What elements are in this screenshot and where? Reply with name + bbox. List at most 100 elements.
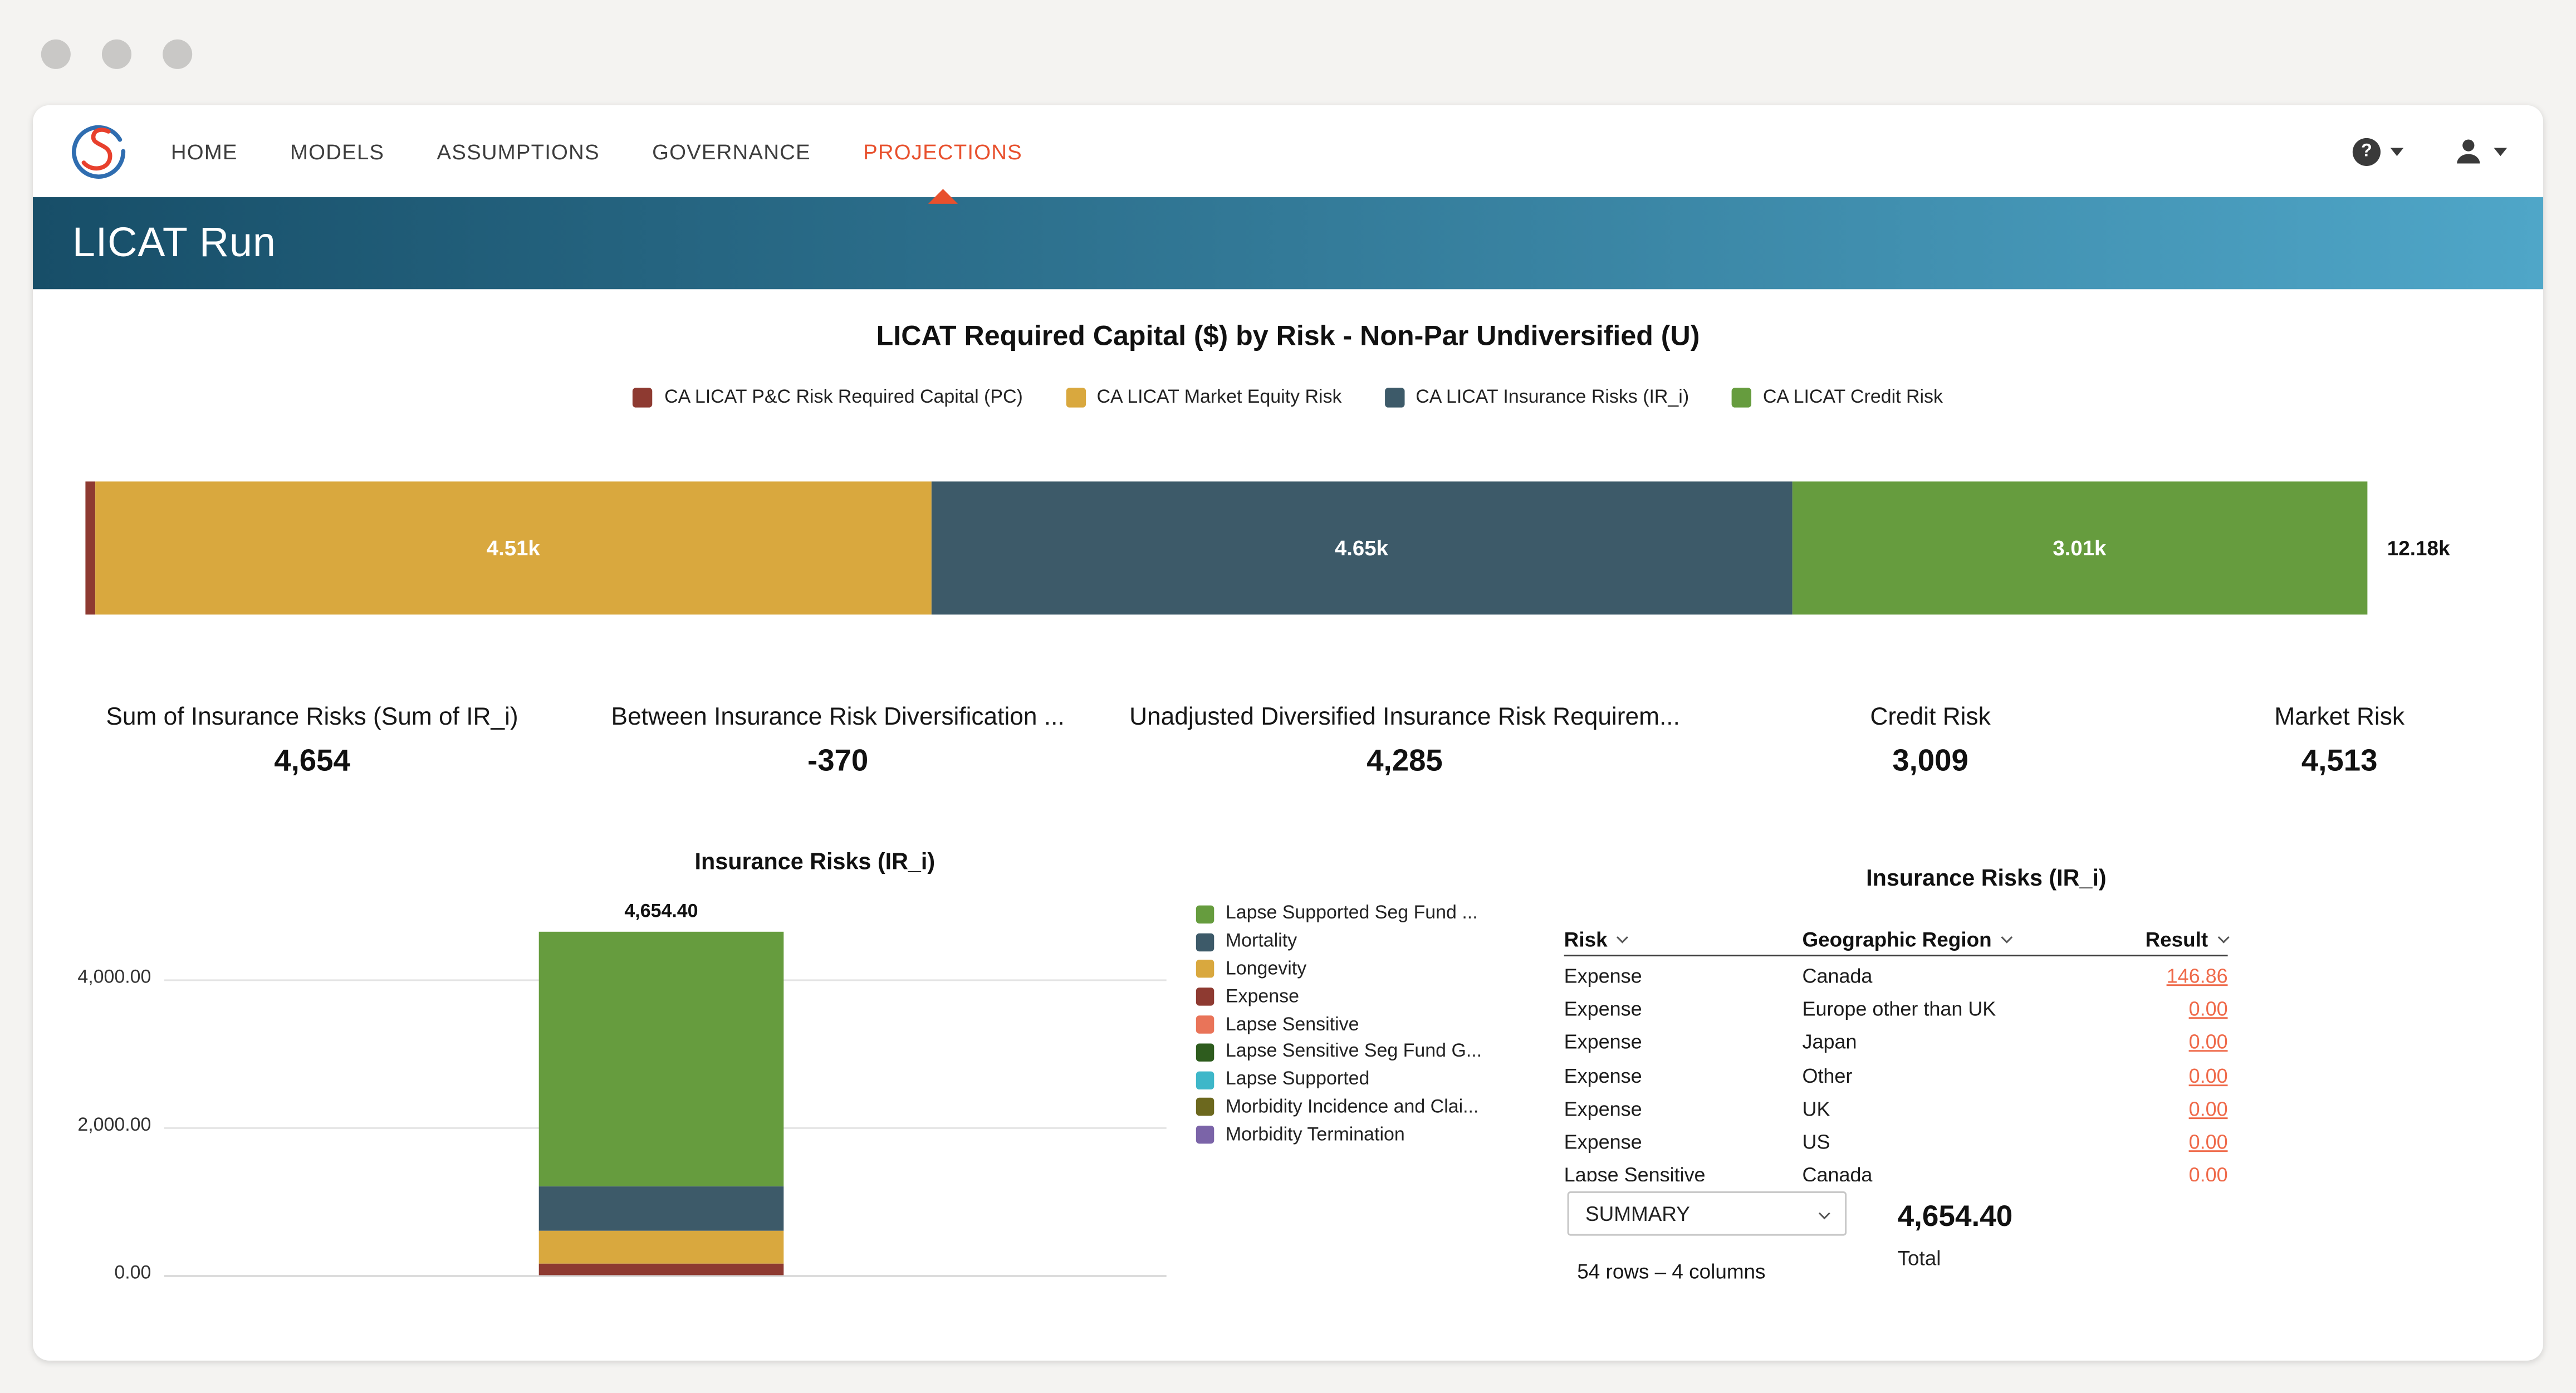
legend-item[interactable]: Morbidity Incidence and Clai...	[1196, 1094, 1549, 1122]
cell-result-link[interactable]: 0.00	[2188, 1097, 2228, 1121]
y-axis-label: 4,000.00	[77, 967, 151, 988]
row-count: 54 rows – 4 columns	[1577, 1260, 1766, 1284]
risk-table-body: Expense Canada 146.86 Expense Europe other t…	[1564, 960, 2228, 1181]
cell-result-link[interactable]: 0.00	[2188, 1130, 2228, 1154]
kpi-label: Credit Risk	[1870, 703, 1991, 731]
column-header-result[interactable]: Result	[2090, 923, 2230, 955]
app-logo-icon[interactable]	[69, 121, 128, 180]
help-menu[interactable]: ?	[2352, 137, 2404, 165]
cell-risk: Expense	[1564, 998, 1642, 1021]
legend-item[interactable]: Lapse Sensitive	[1196, 1011, 1549, 1039]
legend-label: CA LICAT Market Equity Risk	[1096, 388, 1342, 408]
nav-item-assumptions[interactable]: ASSUMPTIONS	[437, 139, 600, 163]
cell-region: Europe other than UK	[1802, 998, 1996, 1021]
legend-label: Morbidity Termination	[1225, 1125, 1405, 1145]
nav-item-label: ASSUMPTIONS	[437, 139, 600, 164]
legend-item[interactable]: CA LICAT Insurance Risks (IR_i)	[1384, 388, 1689, 408]
column-segment-mortality[interactable]	[538, 1186, 784, 1231]
column-segment-lapse-supported-seg-fund[interactable]	[538, 931, 784, 1187]
kpi-value: 3,009	[1892, 742, 1968, 778]
column-header-risk[interactable]: Risk	[1564, 923, 1803, 955]
window-dot[interactable]	[41, 39, 71, 69]
bar-segment[interactable]	[85, 481, 96, 615]
column-segment-expense[interactable]	[538, 1264, 784, 1275]
legend-item[interactable]: Lapse Sensitive Seg Fund G...	[1196, 1039, 1549, 1067]
nav-menu: HOME MODELS ASSUMPTIONS GOVERNANCE PROJECTIO…	[171, 139, 1022, 203]
nav-item-governance[interactable]: GOVERNANCE	[652, 139, 811, 163]
legend-item[interactable]: Morbidity Termination	[1196, 1121, 1549, 1149]
nav-item-label: HOME	[170, 139, 238, 164]
cell-result: 0.00	[2090, 1164, 2228, 1181]
top-navigation: HOME MODELS ASSUMPTIONS GOVERNANCE PROJECTIO…	[33, 105, 2543, 203]
table-row[interactable]: Expense Japan 0.00	[1564, 1026, 2228, 1059]
legend-item[interactable]: Lapse Supported Seg Fund ...	[1196, 901, 1549, 928]
summary-dropdown-label: SUMMARY	[1585, 1202, 1690, 1225]
table-row[interactable]: Expense UK 0.00	[1564, 1092, 2228, 1126]
table-row[interactable]: Expense Europe other than UK 0.00	[1564, 993, 2228, 1027]
nav-item-models[interactable]: MODELS	[290, 139, 384, 163]
legend-item[interactable]: Mortality	[1196, 928, 1549, 956]
active-tab-caret-icon	[928, 188, 958, 203]
legend-swatch	[1196, 1098, 1214, 1117]
legend-item[interactable]: CA LICAT Market Equity Risk	[1065, 388, 1342, 408]
column-segment-longevity[interactable]	[538, 1231, 784, 1264]
cell-result-link[interactable]: 0.00	[2188, 1164, 2228, 1182]
legend-item[interactable]: CA LICAT Credit Risk	[1731, 388, 1943, 408]
cell-result-link[interactable]: 146.86	[2166, 965, 2228, 988]
legend-swatch	[1196, 988, 1214, 1006]
kpi-label: Unadjusted Diversified Insurance Risk Re…	[1129, 703, 1680, 731]
gridline	[164, 1275, 1167, 1277]
legend-item[interactable]: Expense	[1196, 983, 1549, 1011]
kpi-value: 4,513	[2301, 742, 2378, 778]
cell-result-link[interactable]: 0.00	[2188, 1031, 2228, 1054]
column-header-label: Result	[2145, 927, 2208, 951]
y-axis-label: 0.00	[114, 1263, 151, 1284]
cell-region: US	[1802, 1130, 1830, 1154]
table-row[interactable]: Expense US 0.00	[1564, 1126, 2228, 1159]
legend-label: Morbidity Incidence and Clai...	[1225, 1097, 1479, 1118]
main-chart-title: LICAT Required Capital ($) by Risk - Non…	[876, 320, 1700, 352]
cell-risk: Expense	[1564, 1130, 1642, 1154]
cell-region: Canada	[1802, 1164, 1873, 1182]
kpi-row: Sum of Insurance Risks (Sum of IR_i) 4,65…	[33, 703, 2543, 779]
y-axis-label: 2,000.00	[77, 1116, 151, 1136]
stacked-column[interactable]	[538, 931, 784, 1275]
table-row[interactable]: Expense Other 0.00	[1564, 1059, 2228, 1093]
chevron-down-icon	[2494, 147, 2508, 155]
cell-risk: Expense	[1564, 1097, 1642, 1121]
nav-right: ?	[2352, 136, 2508, 166]
bar-segment[interactable]: 4.51k	[95, 481, 932, 615]
legend-swatch	[1384, 388, 1404, 408]
legend-label: Lapse Supported	[1225, 1070, 1370, 1090]
legend-swatch	[633, 388, 653, 408]
kpi-card: Sum of Insurance Risks (Sum of IR_i) 4,65…	[33, 703, 591, 779]
summary-dropdown[interactable]: SUMMARY	[1567, 1191, 1847, 1236]
column-total-label: 4,654.40	[624, 901, 698, 921]
sort-chevron-icon	[2217, 931, 2230, 943]
window-dot[interactable]	[163, 39, 193, 69]
kpi-card: Credit Risk 3,009	[1725, 703, 2136, 779]
window-dot[interactable]	[101, 39, 132, 69]
bar-segment[interactable]: 4.65k	[931, 481, 1792, 615]
kpi-value: -370	[807, 742, 869, 778]
legend-item[interactable]: CA LICAT P&C Risk Required Capital (PC)	[633, 388, 1023, 408]
legend-item[interactable]: Longevity	[1196, 956, 1549, 984]
bar-total-label: 12.18k	[2387, 536, 2450, 560]
nav-item-projections[interactable]: PROJECTIONS	[863, 139, 1022, 203]
kpi-value: 4,654	[274, 742, 350, 778]
legend-item[interactable]: Lapse Supported	[1196, 1066, 1549, 1094]
legend-swatch	[1196, 1043, 1214, 1062]
kpi-value: 4,285	[1367, 742, 1443, 778]
user-menu[interactable]	[2453, 136, 2508, 166]
table-row[interactable]: Lapse Sensitive Canada 0.00	[1564, 1159, 2228, 1181]
cell-result-link[interactable]: 0.00	[2188, 1064, 2228, 1088]
nav-item-home[interactable]: HOME	[171, 139, 238, 163]
kpi-label: Between Insurance Risk Diversification .…	[611, 703, 1065, 731]
sort-chevron-icon	[1617, 931, 1629, 943]
table-row[interactable]: Expense Canada 146.86	[1564, 960, 2228, 993]
bar-segment[interactable]: 3.01k	[1791, 481, 2368, 615]
column-header-geographic-region[interactable]: Geographic Region	[1802, 923, 2089, 955]
cell-result-link[interactable]: 0.00	[2188, 998, 2228, 1021]
table-title: Insurance Risks (IR_i)	[1866, 864, 2107, 891]
